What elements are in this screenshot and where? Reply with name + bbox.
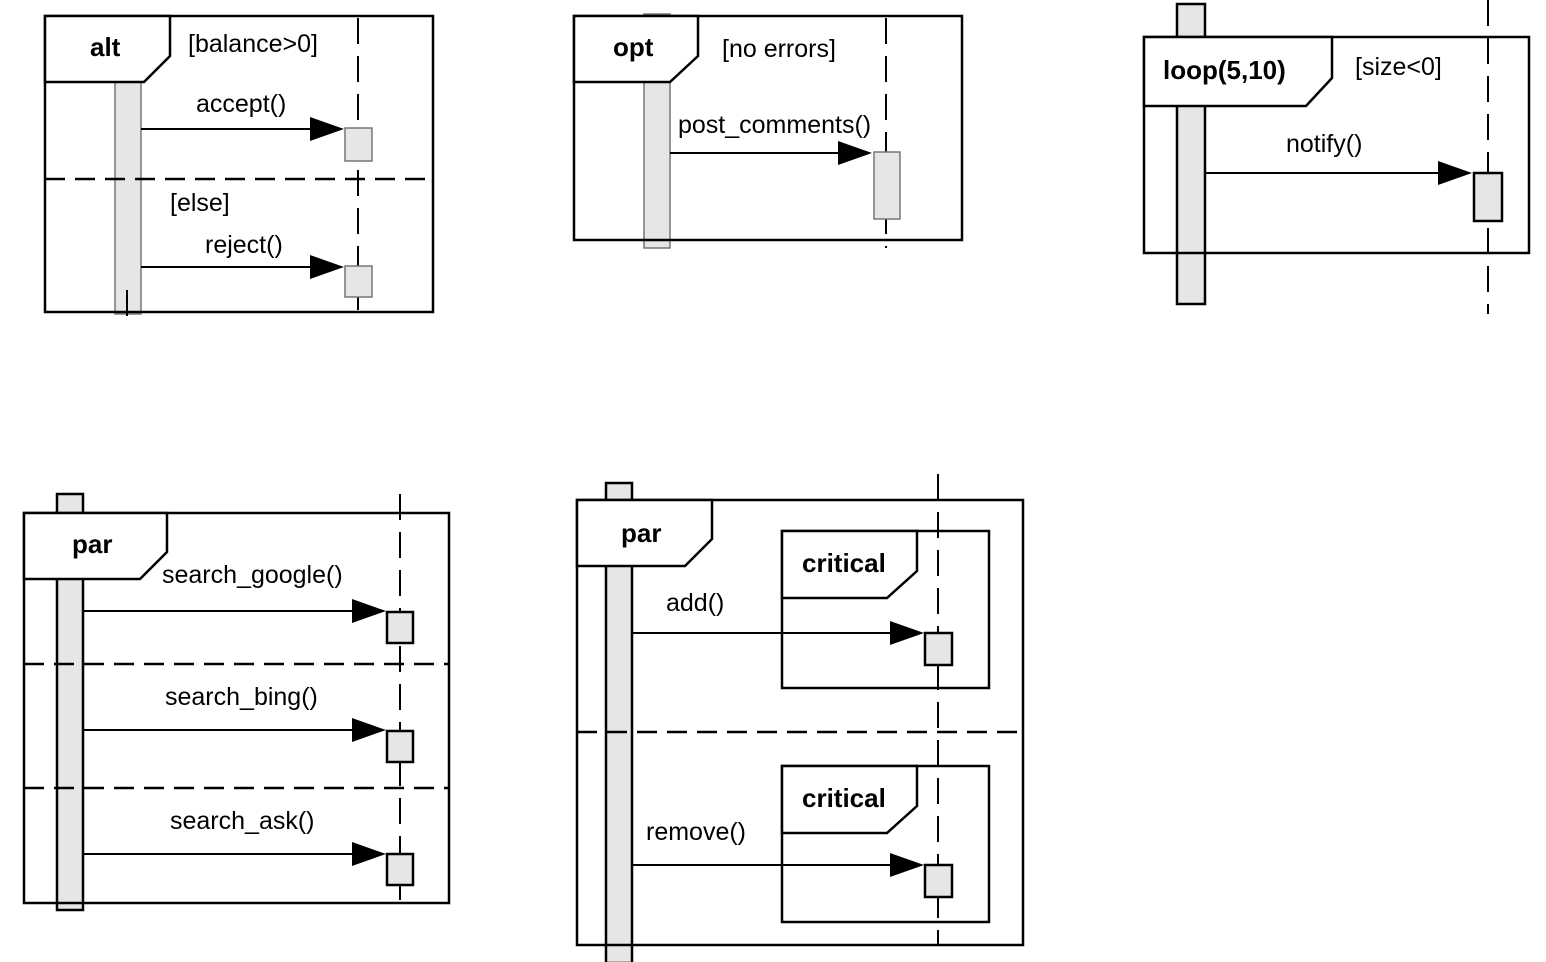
arrowhead <box>838 141 872 165</box>
par-message-2: search_bing() <box>165 683 318 711</box>
par-operator-tab <box>22 511 169 581</box>
par-message-1: search_google() <box>162 561 343 589</box>
left-activation <box>114 79 142 315</box>
par-operator-tab <box>575 498 714 568</box>
par-fragment-search: par search_google() search_bing() search… <box>22 492 451 912</box>
alt-fragment: alt [balance>0] accept() [else] reject() <box>43 14 435 318</box>
arrowhead <box>890 621 924 645</box>
opt-operator-label: opt <box>613 32 654 62</box>
arrowhead <box>352 599 386 623</box>
loop-frame <box>1142 35 1531 255</box>
loop-guard: [size<0] <box>1355 53 1442 81</box>
alt-operator-label: alt <box>90 32 121 62</box>
alt-guard-1: [balance>0] <box>188 30 318 58</box>
par-operator-label: par <box>621 518 661 548</box>
par-operator-label: par <box>72 529 112 559</box>
critical-operator-label-1: critical <box>802 548 886 578</box>
opt-guard: [no errors] <box>722 35 836 63</box>
critical-operator-tab-1 <box>780 529 919 600</box>
target-activation <box>923 631 954 667</box>
loop-operator-label: loop(5,10) <box>1163 55 1286 85</box>
opt-fragment: opt [no errors] post_comments() <box>572 13 964 249</box>
opt-message: post_comments() <box>678 111 871 139</box>
critical-operator-tab-2 <box>780 764 919 835</box>
critical-operator-label-2: critical <box>802 783 886 813</box>
alt-guard-2: [else] <box>170 189 230 217</box>
arrowhead <box>310 117 344 141</box>
par-message-3: search_ask() <box>170 807 315 835</box>
target-activation <box>344 127 373 162</box>
target-activation <box>923 863 954 899</box>
loop-message: notify() <box>1286 130 1362 158</box>
alt-message-1: accept() <box>196 90 286 118</box>
par-fragment-critical: par critical add() critical remove() <box>575 474 1025 962</box>
arrowhead <box>352 842 386 866</box>
loop-operator-tab <box>1142 35 1334 108</box>
alt-message-2: reject() <box>205 231 283 259</box>
target-activation <box>1472 171 1504 223</box>
arrowhead <box>890 853 924 877</box>
opt-frame <box>572 14 964 242</box>
par-message-add: add() <box>666 589 724 617</box>
arrowhead <box>1438 161 1472 185</box>
par-frame <box>575 498 1025 947</box>
alt-operator-tab <box>43 14 172 84</box>
target-activation <box>873 151 901 220</box>
arrowhead <box>310 255 344 279</box>
target-activation <box>385 729 415 764</box>
loop-fragment: loop(5,10) [size<0] notify() <box>1142 0 1531 314</box>
target-activation <box>385 610 415 645</box>
alt-frame <box>43 14 435 314</box>
par-message-remove: remove() <box>646 818 746 846</box>
target-activation <box>344 265 373 298</box>
par-frame <box>22 511 451 905</box>
arrowhead <box>352 718 386 742</box>
opt-operator-tab <box>572 14 700 84</box>
target-activation <box>385 852 415 887</box>
